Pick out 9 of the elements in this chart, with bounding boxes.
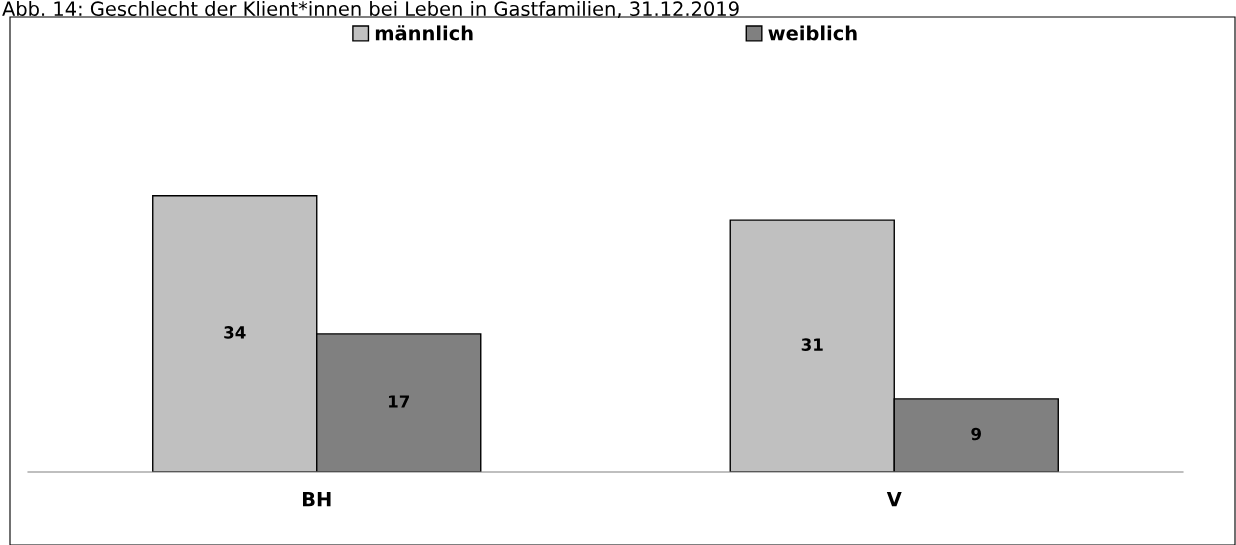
data-label: 9 xyxy=(971,427,981,441)
data-label: 34 xyxy=(224,326,246,339)
data-label: 31 xyxy=(801,338,823,351)
data-label: 17 xyxy=(389,395,410,408)
x-tick-label: V xyxy=(886,492,902,507)
legend-label: männlich xyxy=(375,25,473,41)
chart-title: Abb. 14: Geschlecht der Klient*innen bei Leben in Gastfamilien, 31.12.2019 xyxy=(2,1,739,19)
legend-label: weiblich xyxy=(768,25,857,41)
x-tick-label: BH xyxy=(302,492,331,507)
